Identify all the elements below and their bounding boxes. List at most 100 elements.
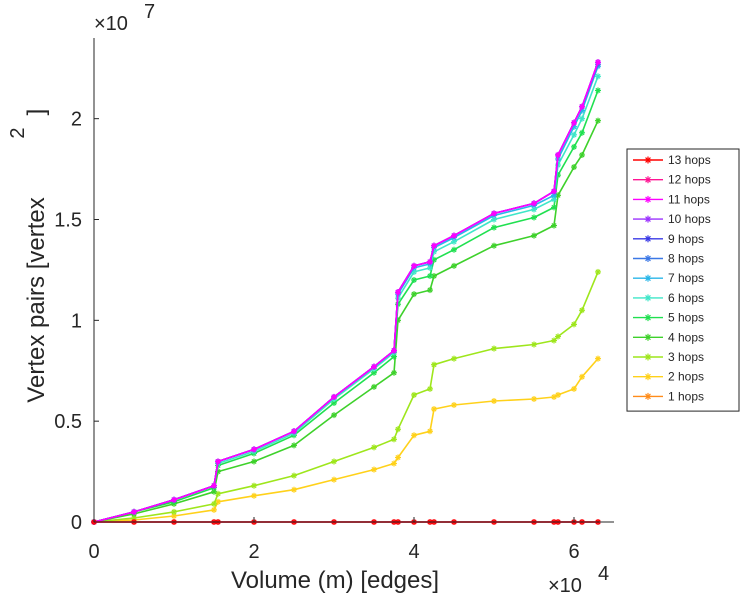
series-line-11-hops (93, 61, 599, 523)
series-line-2-hops (93, 358, 599, 523)
series-line-3-hops (93, 271, 599, 523)
data-point (451, 232, 457, 239)
series-line-10-hops (93, 61, 599, 523)
series-5-hops (91, 87, 601, 525)
y-axis-label: Vertex pairs [vertex (23, 197, 50, 402)
data-point (291, 472, 297, 479)
legend: 13 hops 12 hops 11 hops 10 hops 9 hops 8 hops… (626, 148, 740, 412)
data-point (391, 436, 397, 443)
data-point (251, 458, 257, 465)
legend-marker (644, 274, 652, 282)
data-point (331, 458, 337, 465)
data-point (215, 490, 221, 497)
data-point (395, 454, 401, 461)
data-point (451, 355, 457, 362)
y-exponent-power: 7 (144, 1, 155, 23)
series-9-hops (91, 59, 601, 525)
legend-item-12-hops: 12 hops (633, 173, 711, 187)
series-line-9-hops (93, 61, 599, 523)
series-7-hops (91, 63, 601, 525)
data-point (391, 460, 397, 467)
data-point (491, 242, 497, 249)
x-tick-label: 4 (408, 541, 419, 563)
data-point (571, 164, 577, 171)
data-point (291, 442, 297, 449)
data-point (551, 393, 557, 400)
data-point (551, 192, 557, 199)
y-tick-label: 0 (71, 512, 82, 534)
data-point (131, 508, 137, 515)
data-point (491, 345, 497, 352)
data-point (551, 204, 557, 211)
y-tick-label: 2 (71, 109, 82, 131)
data-point (555, 391, 561, 398)
legend-item-9-hops: 9 hops (633, 232, 704, 246)
data-point (171, 508, 177, 515)
data-point (427, 287, 433, 294)
legend-marker (644, 195, 652, 203)
data-point (411, 391, 417, 398)
data-point (427, 428, 433, 435)
legend-item-2-hops: 2 hops (633, 370, 704, 384)
legend-item-6-hops: 6 hops (633, 291, 704, 305)
legend-item-13-hops: 13 hops (633, 153, 711, 167)
data-point (531, 206, 537, 213)
y-axis-label-superscript: 2 (7, 127, 29, 138)
data-point (595, 268, 601, 275)
data-point (211, 500, 217, 507)
data-point (331, 476, 337, 483)
data-point (395, 426, 401, 433)
legend-item-1-hops: 1 hops (633, 389, 704, 403)
data-point (579, 103, 585, 110)
data-point (215, 498, 221, 505)
data-point (595, 355, 601, 362)
data-point (371, 466, 377, 473)
legend-item-3-hops: 3 hops (633, 350, 704, 364)
series-11-hops (91, 59, 601, 525)
axes (93, 38, 614, 523)
legend-item-11-hops: 11 hops (633, 192, 710, 206)
legend-marker (644, 176, 652, 184)
data-point (171, 496, 177, 503)
data-point (251, 446, 257, 453)
legend-marker (644, 255, 652, 262)
data-point (555, 151, 561, 158)
data-point (579, 129, 585, 136)
legend-marker (644, 353, 652, 361)
legend-label: 13 hops (668, 153, 711, 167)
data-point (331, 393, 337, 400)
legend-item-10-hops: 10 hops (633, 212, 711, 226)
legend-label: 9 hops (668, 232, 704, 246)
data-point (491, 398, 497, 404)
data-point (531, 395, 537, 402)
data-point (371, 383, 377, 390)
data-point (215, 458, 221, 465)
data-point (551, 337, 557, 344)
y-tick-label: 1 (71, 310, 82, 332)
x-axis-label: Volume (m) [edges] (231, 567, 439, 594)
data-point (427, 272, 433, 279)
legend-label: 6 hops (668, 291, 704, 305)
data-point (211, 506, 217, 513)
data-point (531, 200, 537, 207)
data-point (391, 347, 397, 354)
data-point (431, 242, 437, 249)
legend-marker (644, 333, 652, 341)
legend-item-4-hops: 4 hops (633, 330, 704, 344)
data-point (571, 131, 577, 138)
legend-label: 12 hops (668, 173, 711, 187)
data-point (291, 486, 297, 493)
data-point (427, 258, 433, 265)
legend-item-5-hops: 5 hops (633, 311, 704, 325)
y-exponent: ×10 7 (94, 1, 155, 35)
legend-label: 10 hops (668, 212, 711, 226)
data-point (551, 222, 557, 229)
legend-marker (644, 235, 652, 243)
legend-item-7-hops: 7 hops (633, 271, 704, 285)
data-point (211, 488, 217, 495)
legend-label: 4 hops (668, 330, 704, 344)
y-exponent-base: ×10 (94, 13, 128, 35)
legend-marker (644, 314, 652, 322)
x-tick-label: 0 (88, 541, 99, 563)
series-2-hops (91, 355, 601, 525)
